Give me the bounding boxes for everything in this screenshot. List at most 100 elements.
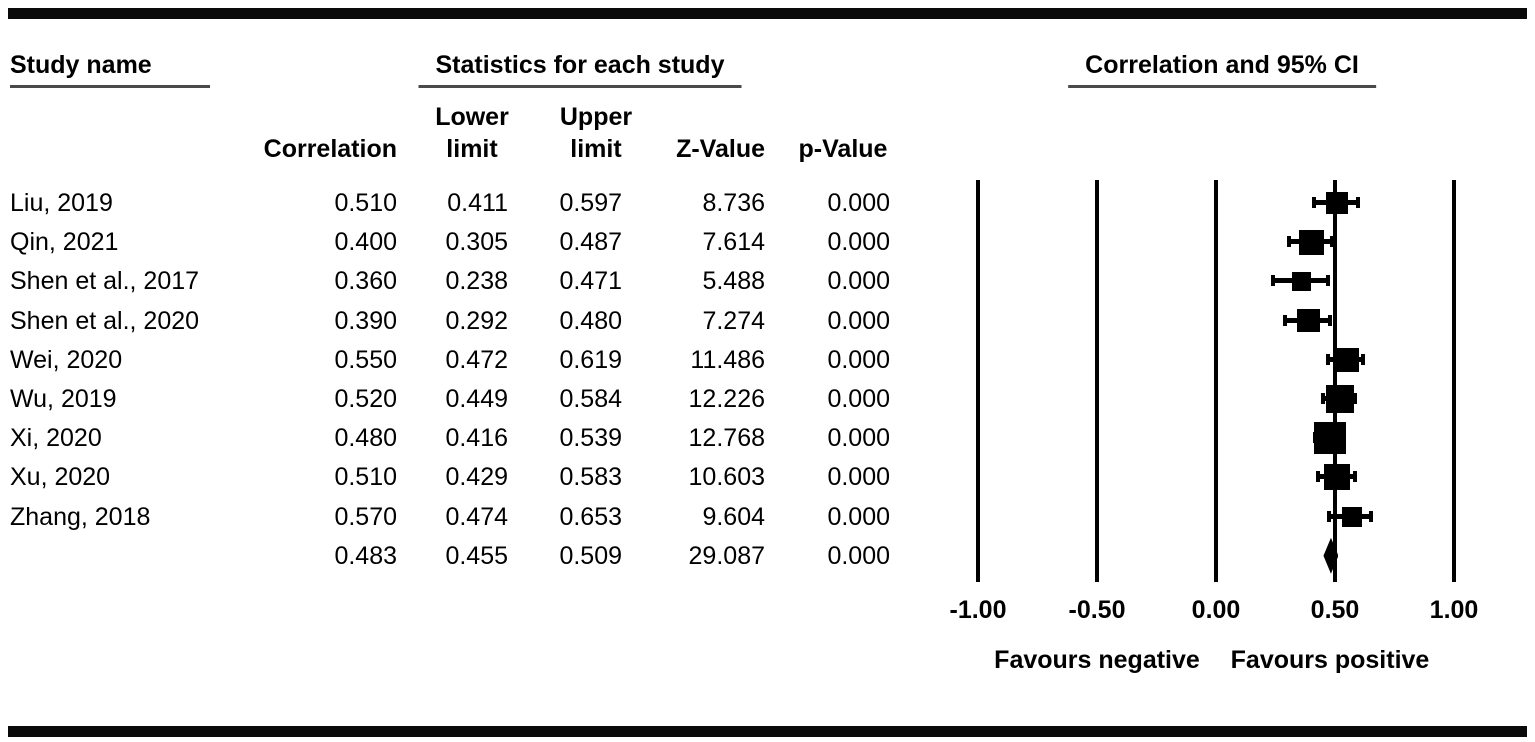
value-cell: 0.619 [559,345,622,374]
summary-row: 0.483 0.455 0.509 29.087 0.000 [0,541,1535,571]
study-name-cell: Liu, 2019 [10,189,113,217]
stats-group-header: Statistics for each study [418,50,742,88]
favours-positive-label: Favours positive [1230,646,1430,674]
effect-size-box [1341,506,1362,527]
value-cell: 0.471 [559,267,622,296]
value-cell: 0.000 [827,267,890,296]
axis-tick-label: -1.00 [949,596,1007,624]
ci-cap-right [1326,275,1331,287]
axis-tick-label: 1.00 [1429,596,1479,624]
ci-cap-left [1270,275,1275,287]
value-cell: 0.597 [559,189,622,217]
value-cell: 7.614 [702,228,765,257]
table-row: Wu, 2019 0.520 0.449 0.584 12.226 0.000 [0,384,1535,414]
ci-cap-right [1352,393,1357,404]
value-cell: 0.000 [827,189,890,217]
value-cell: 0.000 [827,345,890,374]
column-header-z-value: Z-Value [676,135,765,163]
effect-size-box [1325,385,1354,413]
pooled-diamond [1323,537,1339,574]
effect-size-box [1297,309,1321,333]
axis-gridline [1214,180,1218,582]
value-cell: 0.000 [827,306,890,335]
value-cell: 0.400 [334,228,397,257]
ci-cap-right [1352,471,1357,483]
effect-size-box [1326,192,1349,214]
study-name-cell: Shen et al., 2020 [10,306,200,335]
column-header-limit: Upper limit [559,103,633,163]
table-row: Xi, 2020 0.480 0.416 0.539 12.768 0.000 [0,423,1535,453]
value-cell: 0.449 [445,385,508,413]
value-cell: 0.509 [559,541,622,570]
value-cell: 0.000 [827,228,890,257]
ci-cap-left [1316,471,1321,483]
table-row: Shen et al., 2020 0.390 0.292 0.480 7.274 0.0… [0,306,1535,336]
axis-tick-label: -0.50 [1068,596,1126,624]
value-cell: 10.603 [688,463,765,492]
value-cell: 0.653 [559,502,622,531]
value-cell: 0.520 [334,385,397,413]
column-header-limit: Lower limit [435,103,509,163]
value-cell: 7.274 [702,306,765,335]
value-cell: 0.570 [334,502,397,531]
value-cell: 0.487 [559,228,622,257]
value-cell: 8.736 [702,189,765,217]
table-row: Liu, 2019 0.510 0.411 0.597 8.736 0.000 [0,188,1535,218]
ci-cap-left [1311,197,1316,208]
ci-cap-left [1326,353,1331,365]
effect-size-box [1298,229,1324,255]
study-name-cell: Wei, 2020 [10,345,123,374]
value-cell: 5.488 [702,267,765,296]
favours-negative-label: Favours negative [994,646,1200,674]
ci-cap-right [1356,197,1361,208]
value-cell: 0.480 [559,306,622,335]
table-row: Xu, 2020 0.510 0.429 0.583 10.603 0.000 [0,462,1535,492]
study-name-cell: Xi, 2020 [10,424,102,453]
ci-cap-left [1320,393,1325,404]
axis-tick-label: 0.00 [1191,596,1241,624]
study-name-cell: Qin, 2021 [10,228,119,257]
value-cell: 9.604 [702,502,765,531]
value-cell: 0.429 [445,463,508,492]
value-cell: 0.360 [334,267,397,296]
value-cell: 0.472 [445,345,508,374]
value-cell: 0.416 [445,424,508,453]
value-cell: 12.226 [688,385,765,413]
effect-size-box [1324,464,1351,491]
axis-tick-label: 0.50 [1310,596,1360,624]
axis-gridline [1095,180,1099,582]
ci-cap-right [1361,353,1366,365]
value-cell: 0.305 [445,228,508,257]
value-cell: 0.483 [334,541,397,570]
ci-cap-left [1283,314,1288,326]
plot-group-header: Correlation and 95% CI [1068,50,1376,88]
table-row: Qin, 2021 0.400 0.305 0.487 7.614 0.000 [0,227,1535,257]
axis-gridline [976,180,980,582]
value-cell: 12.768 [688,424,765,453]
effect-size-box [1334,347,1359,372]
table-row: Zhang, 2018 0.570 0.474 0.653 9.604 0.000 [0,502,1535,532]
ci-cap-left [1286,236,1291,248]
top-border-rule [8,8,1527,19]
value-cell: 0.000 [827,424,890,453]
ci-cap-right [1328,314,1333,326]
effect-size-box [1314,422,1347,455]
value-cell: 0.480 [334,424,397,453]
effect-size-box [1292,271,1312,291]
ci-cap-left [1326,510,1331,522]
study-name-cell: Zhang, 2018 [10,502,151,531]
value-cell: 0.411 [447,189,508,217]
value-cell: 11.486 [690,345,765,374]
axis-gridline [1452,180,1456,582]
value-cell: 0.238 [445,267,508,296]
study-name-cell: Wu, 2019 [10,385,117,413]
value-cell: 0.550 [334,345,397,374]
study-name-header: Study name [10,50,210,88]
value-cell: 0.455 [445,541,508,570]
value-cell: 29.087 [688,541,765,570]
value-cell: 0.510 [334,189,397,217]
table-row: Shen et al., 2017 0.360 0.238 0.471 5.488 0.0… [0,266,1535,296]
value-cell: 0.000 [827,463,890,492]
value-cell: 0.390 [334,306,397,335]
